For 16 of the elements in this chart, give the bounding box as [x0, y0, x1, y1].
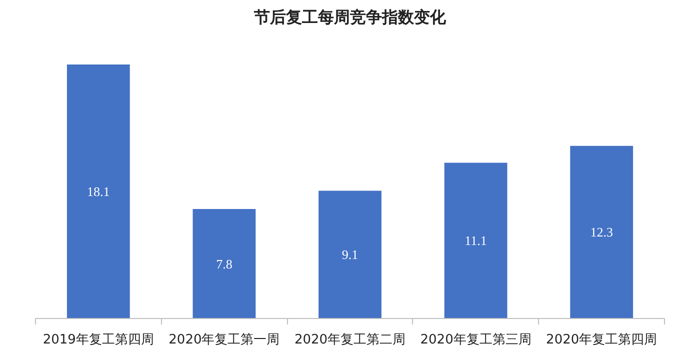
bar — [192, 209, 256, 318]
x-tick-label: 2019年复工第四周 — [42, 332, 154, 348]
bar — [318, 190, 382, 318]
bar — [66, 64, 130, 318]
data-label: 12.3 — [590, 224, 613, 240]
x-tick-label: 2020年复工第二周 — [294, 332, 406, 348]
x-tick-label: 2020年复工第一周 — [168, 332, 280, 348]
data-label: 7.8 — [216, 256, 232, 272]
bar — [570, 146, 634, 318]
x-tick-label: 2020年复工第四周 — [546, 332, 658, 348]
data-label: 9.1 — [342, 247, 358, 262]
x-tick-label: 2020年复工第三周 — [420, 332, 532, 348]
bar — [444, 162, 508, 318]
chart-title: 节后复工每周竞争指数变化 — [253, 8, 447, 26]
data-label: 11.1 — [464, 233, 487, 248]
data-label: 18.1 — [87, 184, 110, 200]
